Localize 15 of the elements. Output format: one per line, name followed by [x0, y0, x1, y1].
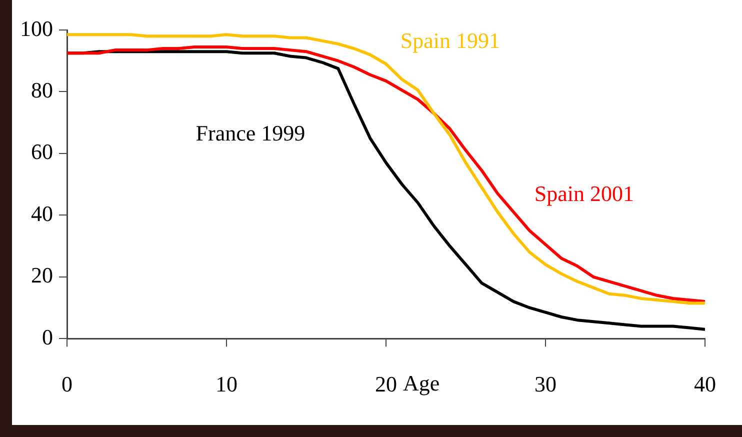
- text: France 1999: [196, 120, 306, 146]
- series-label: Spain 1991: [400, 28, 500, 54]
- y-tick-label: 20: [31, 262, 53, 288]
- x-tick-label: 0: [62, 372, 72, 397]
- x-tick-label: 40: [694, 372, 716, 397]
- y-tick-label: 60: [31, 139, 53, 164]
- y-tick-label: 100: [20, 16, 53, 41]
- x-tick-label: 30: [534, 372, 556, 397]
- x-tick-label: 20: [375, 372, 397, 397]
- y-tick-label: 40: [31, 200, 53, 226]
- x-axis-title: Age: [403, 370, 440, 396]
- y-tick-label: 0: [42, 324, 53, 350]
- y-tick-label: 80: [31, 78, 53, 102]
- series-label: Spain 2001: [534, 180, 634, 206]
- x-tick-label: 10: [216, 372, 238, 397]
